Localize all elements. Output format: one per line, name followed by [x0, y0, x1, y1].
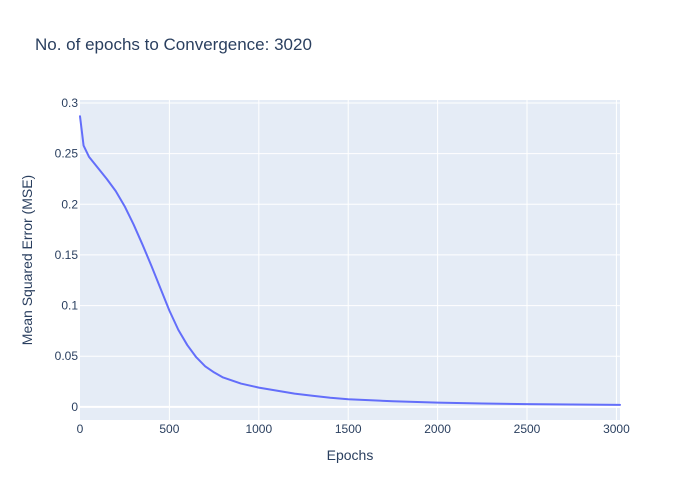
x-tick-label: 3000 — [603, 422, 630, 436]
y-tick-label: 0.25 — [55, 147, 79, 161]
y-axis-title: Mean Squared Error (MSE) — [19, 175, 35, 345]
chart-title: No. of epochs to Convergence: 3020 — [35, 35, 312, 54]
y-tick-label: 0.1 — [61, 299, 78, 313]
y-tick-label: 0.3 — [61, 96, 78, 110]
plot-area — [80, 100, 620, 420]
y-axis: 0 0.05 0.1 0.15 0.2 0.25 0.3 — [55, 96, 79, 414]
grid — [80, 100, 620, 420]
y-tick-label: 0.05 — [55, 349, 79, 363]
x-tick-label: 2500 — [514, 422, 541, 436]
x-tick-label: 500 — [159, 422, 179, 436]
series-layer — [79, 115, 621, 406]
x-axis-title: Epochs — [327, 447, 374, 463]
y-tick-label: 0.2 — [61, 197, 78, 211]
y-tick-label: 0 — [71, 400, 78, 414]
x-tick-label: 0 — [77, 422, 84, 436]
x-tick-label: 2000 — [424, 422, 451, 436]
x-tick-label: 1000 — [245, 422, 272, 436]
y-tick-label: 0.15 — [55, 248, 79, 262]
x-axis: 0 500 1000 1500 2000 2500 3000 — [77, 422, 630, 436]
series-line-mse — [79, 115, 621, 406]
x-tick-label: 1500 — [335, 422, 362, 436]
